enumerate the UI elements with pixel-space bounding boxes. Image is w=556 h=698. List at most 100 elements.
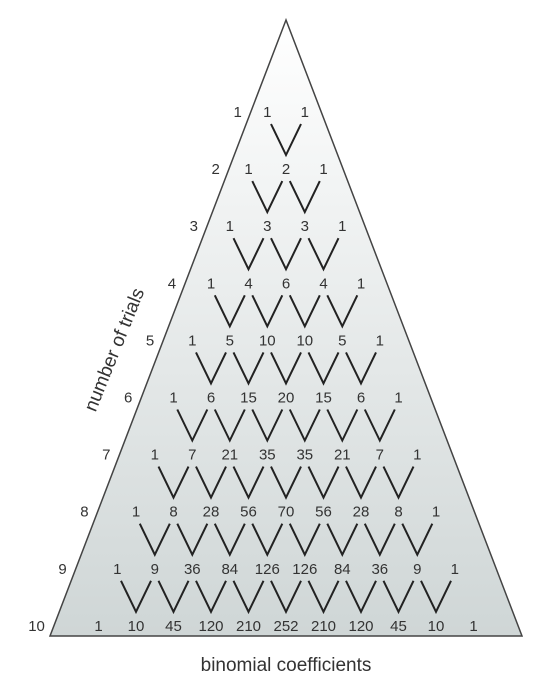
coefficient-value: 1: [338, 218, 346, 235]
coefficient-value: 1: [151, 447, 159, 464]
coefficient-value: 7: [188, 447, 196, 464]
v-connector: [307, 580, 340, 615]
v-connector: [307, 351, 340, 386]
coefficient-value: 1: [169, 390, 177, 407]
coefficient-value: 15: [240, 390, 257, 407]
coefficient-value: 36: [184, 561, 201, 578]
trial-numbers: 1 2 3 45 6 7 8 9 10: [28, 104, 242, 635]
coefficient-value: 4: [319, 275, 327, 292]
coefficient-value: 9: [413, 561, 421, 578]
v-connector: [288, 294, 321, 329]
trial-number: 3: [190, 218, 198, 235]
coefficient-value: 1: [207, 275, 215, 292]
coefficient-value: 28: [203, 504, 220, 521]
coefficient-value: 70: [278, 504, 295, 521]
y-axis-label: number of trials: [81, 285, 150, 414]
coefficient-value: 1: [357, 275, 365, 292]
v-connector: [232, 351, 265, 386]
v-connector: [232, 466, 265, 500]
pascal-connectors: [120, 123, 452, 615]
coefficient-value: 1: [376, 332, 384, 349]
v-connector: [213, 523, 246, 557]
coefficient-value: 4: [244, 275, 252, 292]
coefficient-value: 120: [348, 618, 373, 635]
coefficient-value: 36: [371, 561, 388, 578]
v-connector: [232, 237, 265, 272]
v-connector: [345, 466, 377, 500]
v-connector: [251, 180, 284, 215]
trial-number: 9: [58, 561, 66, 578]
v-connector: [326, 523, 359, 557]
coefficient-value: 45: [390, 618, 407, 635]
coefficient-value: 28: [353, 504, 370, 521]
coefficient-value: 21: [334, 447, 351, 464]
trial-number: 5: [146, 332, 154, 349]
v-connector: [307, 466, 340, 500]
coefficient-value: 126: [292, 561, 317, 578]
coefficient-value: 56: [240, 504, 257, 521]
v-connector: [288, 409, 321, 443]
coefficient-value: 21: [221, 447, 238, 464]
coefficient-value: 252: [273, 618, 298, 635]
v-connector: [138, 523, 171, 557]
coefficient-value: 1: [94, 618, 102, 635]
v-connector: [270, 466, 302, 500]
v-connector: [176, 523, 209, 557]
v-connector: [251, 523, 284, 557]
v-connector: [157, 466, 190, 500]
coefficient-value: 9: [151, 561, 159, 578]
v-connector: [120, 580, 152, 615]
v-connector: [420, 580, 452, 615]
coefficient-value: 210: [236, 618, 261, 635]
v-connector: [326, 409, 359, 443]
coefficient-value: 1: [451, 561, 459, 578]
coefficient-value: 45: [165, 618, 182, 635]
v-connector: [213, 294, 246, 329]
coefficient-value: 1: [432, 504, 440, 521]
coefficient-value: 6: [357, 390, 365, 407]
v-connector: [326, 294, 359, 329]
triangle-background: [48, 17, 524, 637]
v-connector: [251, 294, 284, 329]
trial-number: 7: [102, 447, 110, 464]
v-connector: [307, 237, 340, 272]
v-connector: [363, 523, 396, 557]
v-connector: [176, 409, 209, 443]
coefficient-value: 10: [428, 618, 445, 635]
coefficient-value: 126: [255, 561, 280, 578]
v-connector: [195, 580, 227, 615]
x-axis-label: binomial coefficients: [201, 655, 372, 676]
v-connector: [195, 466, 227, 500]
coefficient-value: 15: [315, 390, 332, 407]
v-connector: [157, 580, 190, 615]
v-connector: [232, 580, 265, 615]
trial-number: 1: [233, 104, 241, 121]
v-connector: [345, 351, 377, 386]
coefficient-value: 10: [259, 332, 276, 349]
coefficient-value: 7: [376, 447, 384, 464]
coefficient-value: 84: [221, 561, 238, 578]
trial-number: 8: [80, 504, 88, 521]
coefficient-value: 3: [263, 218, 271, 235]
coefficient-value: 210: [311, 618, 336, 635]
coefficient-value: 8: [394, 504, 402, 521]
coefficient-value: 1: [469, 618, 477, 635]
trial-number: 2: [212, 161, 220, 178]
coefficient-value: 5: [226, 332, 234, 349]
coefficient-value: 35: [296, 447, 313, 464]
v-connector: [382, 580, 415, 615]
coefficient-value: 10: [296, 332, 313, 349]
coefficient-value: 6: [207, 390, 215, 407]
coefficient-value: 1: [301, 104, 309, 121]
coefficient-value: 1: [319, 161, 327, 178]
v-connector: [363, 409, 396, 443]
coefficient-value: 120: [198, 618, 223, 635]
coefficient-value: 3: [301, 218, 309, 235]
coefficient-value: 1: [244, 161, 252, 178]
v-connector: [195, 351, 227, 386]
coefficient-value: 35: [259, 447, 276, 464]
v-connector: [288, 523, 321, 557]
trial-number: 10: [28, 618, 45, 635]
coefficient-value: 1: [226, 218, 234, 235]
